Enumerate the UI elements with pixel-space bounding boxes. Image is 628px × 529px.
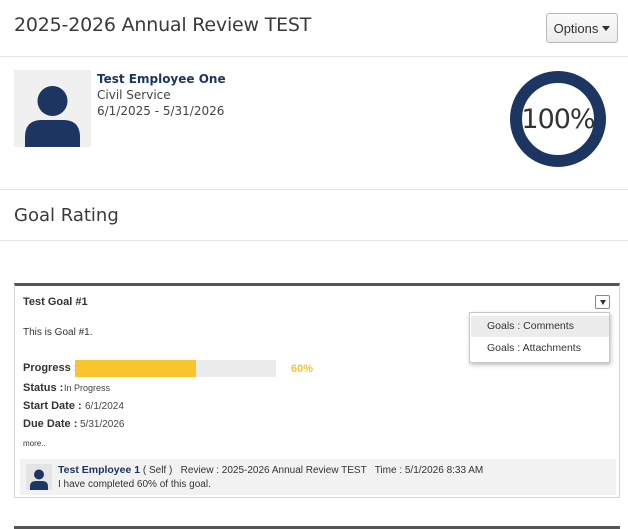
goal-card: Test Goal #1 This is Goal #1. Progress :…: [14, 283, 620, 498]
options-button-label: Options: [553, 20, 599, 36]
caret-down-icon: [602, 26, 611, 31]
goal-title: Test Goal #1: [23, 296, 88, 308]
employee-name[interactable]: Test Employee One: [97, 72, 226, 86]
employee-type: Civil Service: [97, 88, 171, 102]
progress-bar-fill: [75, 360, 196, 377]
avatar: [14, 70, 91, 147]
comment-review: Review : 2025-2026 Annual Review TEST: [180, 465, 367, 476]
progress-label: Progress :: [23, 362, 78, 374]
menu-item-goals-attachments[interactable]: Goals : Attachments: [487, 342, 581, 354]
status-value: In Progress: [64, 383, 111, 393]
caret-down-icon: [599, 299, 606, 305]
page-header: 2025-2026 Annual Review TEST Options: [0, 0, 628, 57]
user-silhouette-icon: [26, 464, 52, 490]
comment-role: ( Self ): [142, 465, 173, 476]
comment-avatar: [26, 464, 52, 490]
divider: [14, 526, 620, 529]
progress-bar: [75, 360, 276, 377]
user-silhouette-icon: [14, 70, 91, 147]
progress-percentage: 60%: [291, 363, 314, 375]
comment-time: Time : 5/1/2026 8:33 AM: [374, 465, 484, 476]
goal-menu-dropdown: Goals : Comments Goals : Attachments: [469, 312, 610, 363]
page-title: 2025-2026 Annual Review TEST: [14, 14, 312, 36]
comment-header: Test Employee 1 ( Self ) Review : 2025-2…: [58, 464, 483, 476]
due-date-label: Due Date :: [23, 418, 78, 430]
divider: [0, 240, 628, 241]
goal-comment: Test Employee 1 ( Self ) Review : 2025-2…: [20, 459, 616, 495]
start-date-label: Start Date :: [23, 400, 82, 412]
menu-item-goals-comments[interactable]: Goals : Comments: [471, 316, 609, 337]
comment-author[interactable]: Test Employee 1: [58, 464, 141, 476]
review-period: 6/1/2025 - 5/31/2026: [97, 104, 225, 118]
status-label: Status :: [23, 382, 64, 394]
options-button[interactable]: Options: [546, 13, 618, 43]
start-date-value: 6/1/2024: [85, 401, 124, 412]
employee-summary: Test Employee One Civil Service 6/1/2025…: [0, 58, 628, 190]
section-title: Goal Rating: [14, 205, 119, 226]
more-link[interactable]: more..: [23, 439, 46, 448]
goal-description: This is Goal #1.: [23, 327, 93, 338]
completion-ring: [510, 71, 606, 167]
goal-menu-button[interactable]: [595, 295, 610, 309]
completion-percentage: 100%: [521, 103, 595, 135]
comment-text: I have completed 60% of this goal.: [58, 479, 211, 490]
due-date-value: 5/31/2026: [80, 419, 125, 430]
